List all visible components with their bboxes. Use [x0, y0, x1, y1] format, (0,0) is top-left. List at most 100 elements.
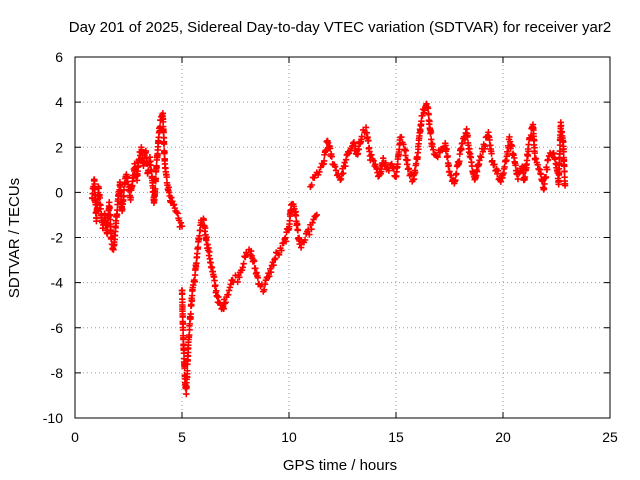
data-point	[205, 244, 212, 252]
data-point	[481, 143, 489, 150]
data-point	[464, 132, 471, 139]
data-point	[178, 290, 186, 297]
data-point	[532, 155, 540, 162]
data-point	[179, 313, 186, 321]
data-point	[555, 169, 563, 177]
data-point	[267, 269, 275, 276]
data-point	[282, 238, 290, 245]
data-point	[506, 138, 514, 145]
data-point	[220, 305, 227, 313]
data-point	[557, 122, 565, 129]
data-point	[332, 167, 340, 174]
data-point	[459, 139, 466, 147]
data-point	[491, 161, 498, 168]
data-point	[294, 227, 302, 234]
data-point	[514, 175, 522, 183]
data-point	[250, 258, 258, 265]
data-point	[530, 137, 538, 144]
data-point	[427, 128, 435, 136]
data-point	[508, 142, 516, 150]
y-tick-label: -10	[43, 410, 63, 426]
data-point	[556, 160, 563, 168]
data-point	[404, 156, 411, 164]
data-point	[239, 264, 246, 271]
y-tick-label: 2	[55, 139, 63, 155]
data-point	[292, 212, 300, 219]
data-point	[173, 209, 180, 216]
data-point	[270, 262, 277, 269]
data-point	[297, 244, 305, 251]
data-point	[400, 141, 407, 148]
data-point	[206, 248, 213, 256]
data-point	[236, 274, 243, 281]
data-point	[494, 167, 502, 175]
data-point	[215, 293, 222, 301]
data-point	[434, 153, 441, 161]
data-point	[489, 157, 496, 164]
data-point	[106, 204, 113, 211]
data-point	[370, 157, 377, 164]
data-point	[543, 166, 551, 173]
data-point	[308, 181, 315, 189]
data-point	[405, 165, 413, 172]
data-point	[368, 151, 375, 159]
x-tick-label: 5	[178, 429, 186, 445]
data-point	[542, 173, 550, 181]
data-point	[561, 168, 568, 175]
data-point	[378, 168, 385, 175]
data-point	[521, 173, 529, 181]
axis-ticks: 0 5 10 15 20 25 -10 -8 -6 -4 -2 0 2 4 6	[43, 49, 618, 445]
data-point	[271, 256, 278, 263]
data-point	[124, 174, 131, 182]
x-tick-label: 20	[495, 429, 511, 445]
data-point	[488, 150, 495, 157]
data-point	[452, 176, 459, 184]
data-point	[152, 185, 159, 193]
data-point	[429, 140, 436, 148]
data-point	[444, 152, 451, 160]
data-point	[398, 133, 405, 141]
data-point	[152, 175, 160, 182]
data-point	[412, 169, 419, 176]
data-point	[472, 172, 480, 179]
data-point	[385, 167, 393, 174]
data-point	[127, 194, 135, 201]
data-point	[453, 170, 460, 177]
data-point	[458, 146, 465, 153]
data-point	[445, 162, 452, 169]
data-point	[433, 152, 440, 160]
data-point	[260, 286, 268, 293]
data-point	[415, 146, 422, 153]
data-point	[382, 159, 389, 167]
y-tick-label: 0	[55, 184, 63, 200]
data-point	[312, 212, 319, 220]
data-point	[186, 326, 193, 334]
data-point	[225, 287, 233, 294]
data-point	[430, 146, 437, 153]
data-point	[178, 223, 186, 230]
data-point	[355, 145, 362, 153]
data-point	[512, 162, 519, 169]
x-axis-label: GPS time / hours	[283, 457, 397, 474]
data-point	[93, 214, 100, 222]
data-point	[180, 334, 187, 342]
data-point	[168, 194, 175, 201]
data-point	[486, 136, 493, 144]
data-point	[183, 383, 190, 391]
data-point	[225, 291, 232, 298]
x-tick-label: 15	[388, 429, 404, 445]
data-point	[477, 154, 485, 161]
y-tick-label: 6	[55, 49, 63, 65]
data-point	[191, 278, 199, 286]
data-point	[320, 157, 328, 165]
data-point	[525, 148, 532, 155]
data-point	[306, 231, 313, 238]
data-point	[240, 260, 247, 267]
data-point	[212, 282, 219, 289]
chart-title: Day 201 of 2025, Sidereal Day-to-day VTE…	[69, 19, 611, 36]
data-point	[446, 168, 453, 175]
data-points	[88, 100, 569, 398]
data-point	[425, 111, 432, 118]
data-point	[161, 149, 168, 156]
data-point	[426, 118, 433, 125]
